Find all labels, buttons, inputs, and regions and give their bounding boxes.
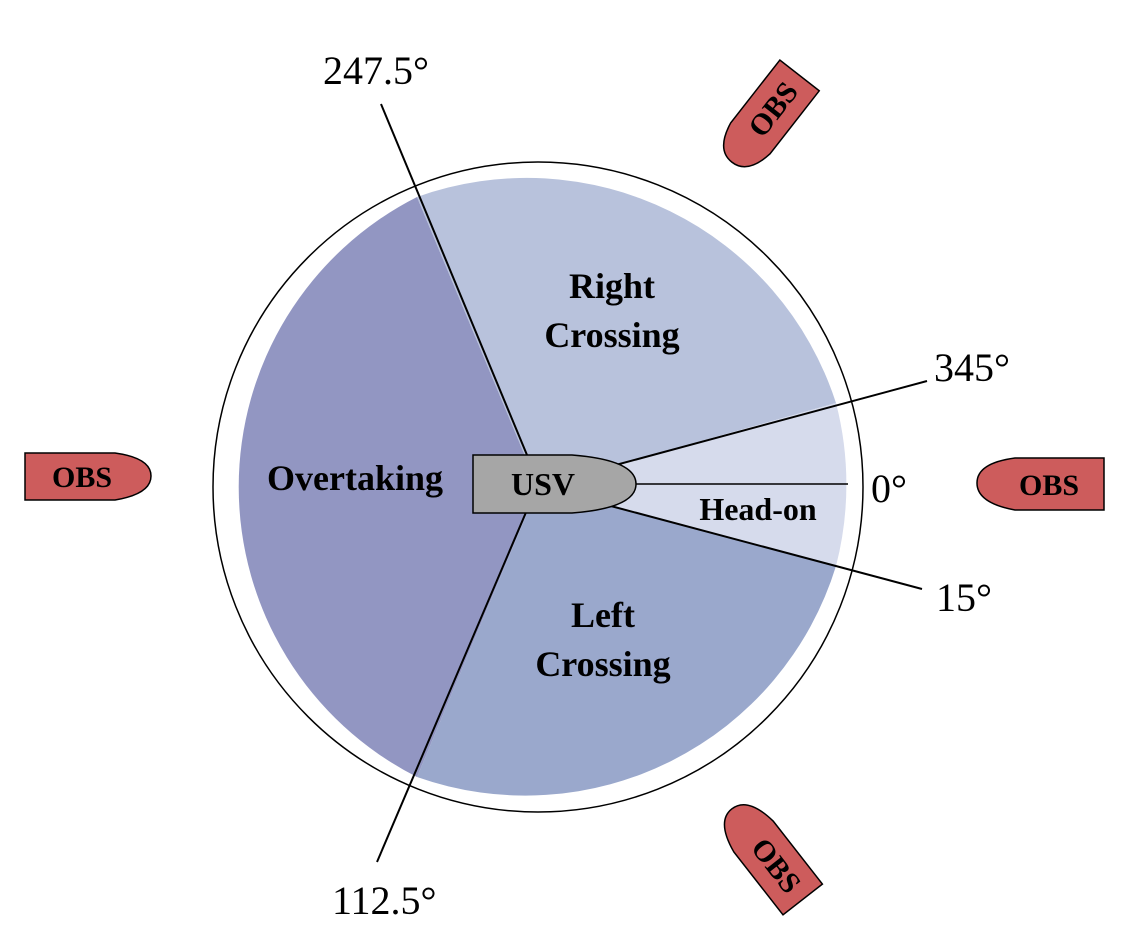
obstacle-shape — [976, 457, 1105, 511]
obstacle-hull — [722, 58, 821, 168]
head-on-label: Head-on — [699, 491, 817, 527]
angle-label-0: 0° — [871, 466, 907, 511]
boundary-line-247-5 — [380, 103, 528, 456]
angle-label-247-5: 247.5° — [323, 48, 429, 93]
obstacle-right: OBS — [976, 457, 1105, 511]
encounter-circle-outline — [212, 161, 864, 813]
left-crossing-label-line1: Left — [571, 595, 635, 635]
boundary-line-112-5 — [376, 509, 528, 863]
right-crossing-zone — [417, 177, 836, 487]
angle-label-345: 345° — [934, 345, 1010, 390]
boundary-line-345 — [611, 380, 928, 467]
obstacle-bottom-right: OBS — [723, 804, 824, 916]
obstacle-label: OBS — [52, 461, 112, 494]
overtaking-label: Overtaking — [267, 458, 443, 498]
obstacle-left: OBS — [24, 452, 152, 501]
angle-label-112-5: 112.5° — [332, 878, 437, 923]
right-crossing-label-line1: Right — [569, 266, 655, 306]
overtaking-zone — [238, 197, 538, 777]
boundary-line-15 — [606, 504, 923, 590]
obstacle-hull — [723, 804, 824, 916]
obstacle-top-right: OBS — [722, 58, 821, 168]
obstacle-shape — [24, 452, 152, 501]
right-crossing-label-line2: Crossing — [544, 315, 679, 355]
usv-label: USV — [511, 466, 575, 502]
usv-vessel — [472, 454, 637, 514]
left-crossing-zone — [417, 487, 836, 796]
angle-label-15: 15° — [936, 575, 992, 620]
obstacle-label: OBS — [1019, 469, 1079, 502]
left-crossing-label-line2: Crossing — [535, 644, 670, 684]
